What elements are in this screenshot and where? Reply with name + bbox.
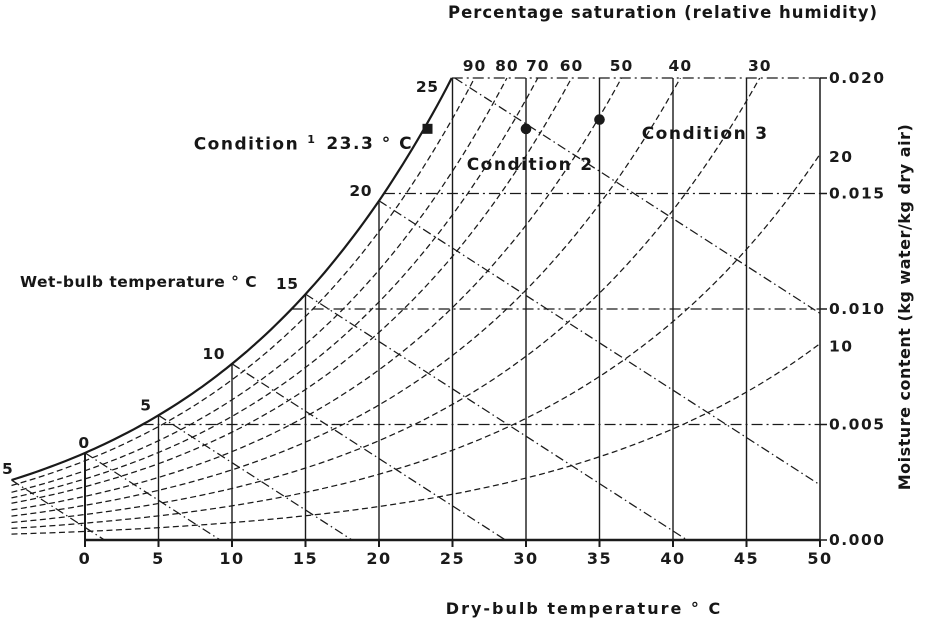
pct-saturation-label-60: 60 (560, 57, 584, 75)
x-tick-label-40: 40 (660, 549, 685, 568)
wet-bulb-label-0: 0 (78, 434, 89, 452)
condition-2-label: Condition 2 (437, 137, 594, 193)
condition-1-name: Condition (193, 134, 300, 155)
pct-saturation-label-10: 10 (829, 338, 854, 356)
saturation-curve-20pct (11, 153, 821, 530)
y-tick-label-0.015: 0.015 (829, 185, 886, 203)
wet-bulb-label-25: 25 (416, 78, 439, 96)
wet-bulb-label-10: 10 (202, 345, 225, 363)
saturation-curve-70pct (11, 77, 539, 499)
condition-3-name: Condition (641, 123, 748, 144)
y-tick-label-0.010: 0.010 (829, 300, 886, 318)
saturation-curve-80pct (11, 77, 508, 493)
wet-bulb-label-15: 15 (276, 275, 299, 293)
wet-bulb-label--5: 5 (2, 460, 13, 478)
x-tick-label-25: 25 (440, 549, 465, 568)
wet-bulb-axis-label: Wet-bulb temperature ° C (20, 273, 258, 291)
x-tick-label-45: 45 (734, 549, 759, 568)
wet-bulb-line--5 (11, 479, 105, 541)
saturation-curve-100pct (11, 77, 453, 482)
x-tick-label-50: 50 (807, 549, 832, 568)
condition-3-label: Condition 3 (612, 106, 769, 162)
condition-1-marker (422, 123, 433, 134)
condition-2-name: Condition (466, 154, 573, 175)
condition-2-marker (520, 123, 532, 135)
saturation-curve-10pct (11, 343, 821, 535)
condition-1-label: Condition 1 23.3 ° C (164, 115, 413, 173)
pct-saturation-label-30: 30 (748, 57, 772, 75)
saturation-curve-30pct (11, 77, 761, 524)
y-tick-label-0.005: 0.005 (829, 416, 886, 434)
y-axis-label: Moisture content (kg water/kg dry air) (895, 123, 914, 491)
saturation-curve-50pct (11, 77, 623, 511)
x-tick-label-20: 20 (366, 549, 391, 568)
pct-saturation-label-70: 70 (526, 57, 550, 75)
chart-title: Percentage saturation (relative humidity… (447, 3, 879, 22)
wet-bulb-line-25 (454, 77, 821, 314)
condition-1-number: 1 (307, 132, 317, 146)
wet-bulb-label-5: 5 (140, 396, 151, 414)
pct-saturation-label-40: 40 (669, 57, 693, 75)
wet-bulb-line-5 (158, 414, 353, 541)
x-tick-label-30: 30 (513, 549, 538, 568)
condition-3-number: 3 (755, 123, 769, 144)
wet-bulb-line-15 (305, 293, 688, 541)
wet-bulb-line-10 (231, 363, 506, 541)
x-tick-label-5: 5 (152, 549, 165, 568)
saturation-curve-60pct (11, 77, 573, 504)
y-tick-label-0.020: 0.020 (829, 69, 886, 87)
y-tick-label-0.000: 0.000 (829, 531, 886, 549)
pct-saturation-label-50: 50 (610, 57, 634, 75)
x-tick-label-35: 35 (587, 549, 612, 568)
pct-saturation-label-80: 80 (495, 57, 519, 75)
x-tick-label-15: 15 (293, 549, 318, 568)
x-tick-label-0: 0 (79, 549, 92, 568)
condition-3-marker (594, 114, 605, 125)
condition-2-number: 2 (580, 154, 594, 175)
pct-saturation-label-90: 90 (463, 57, 487, 75)
x-axis-label: Dry-bulb temperature ° C (445, 599, 723, 618)
pct-saturation-label-20: 20 (829, 148, 854, 166)
saturation-curve-40pct (11, 77, 681, 517)
x-tick-label-10: 10 (219, 549, 244, 568)
wet-bulb-label-20: 20 (349, 182, 372, 200)
condition-1-value: 23.3 ° C (326, 134, 414, 155)
